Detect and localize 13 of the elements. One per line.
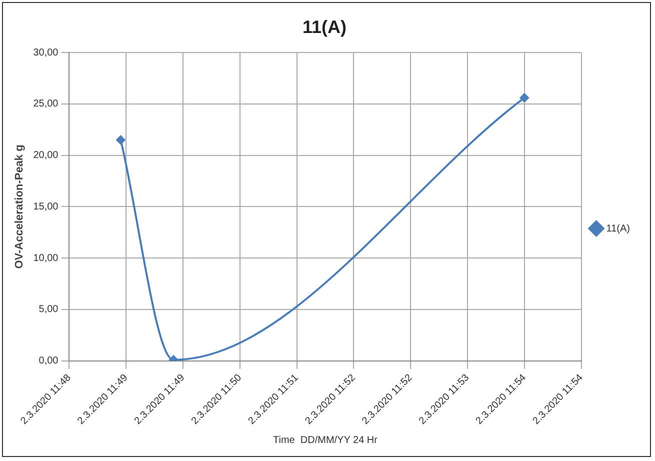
y-tick-label: 20,00	[33, 150, 59, 162]
chart-title: 11(A)	[302, 16, 347, 37]
y-tick-label: 30,00	[33, 47, 59, 58]
point	[520, 93, 529, 102]
y-tick-label: 15,00	[33, 201, 59, 212]
legend-label: 11(A)	[606, 223, 630, 234]
y-tick-label: 10,00	[33, 252, 59, 264]
y-tick-label: 0,00	[38, 356, 59, 367]
y-tick-label: 25,00	[33, 98, 59, 110]
x-axis-title: Time DD/MM/YY 24 Hr	[273, 434, 378, 446]
point	[116, 135, 126, 144]
y-tick-label: 5,00	[38, 304, 59, 316]
y-axis-title: OV-Acceleration-Peak g	[14, 144, 26, 269]
